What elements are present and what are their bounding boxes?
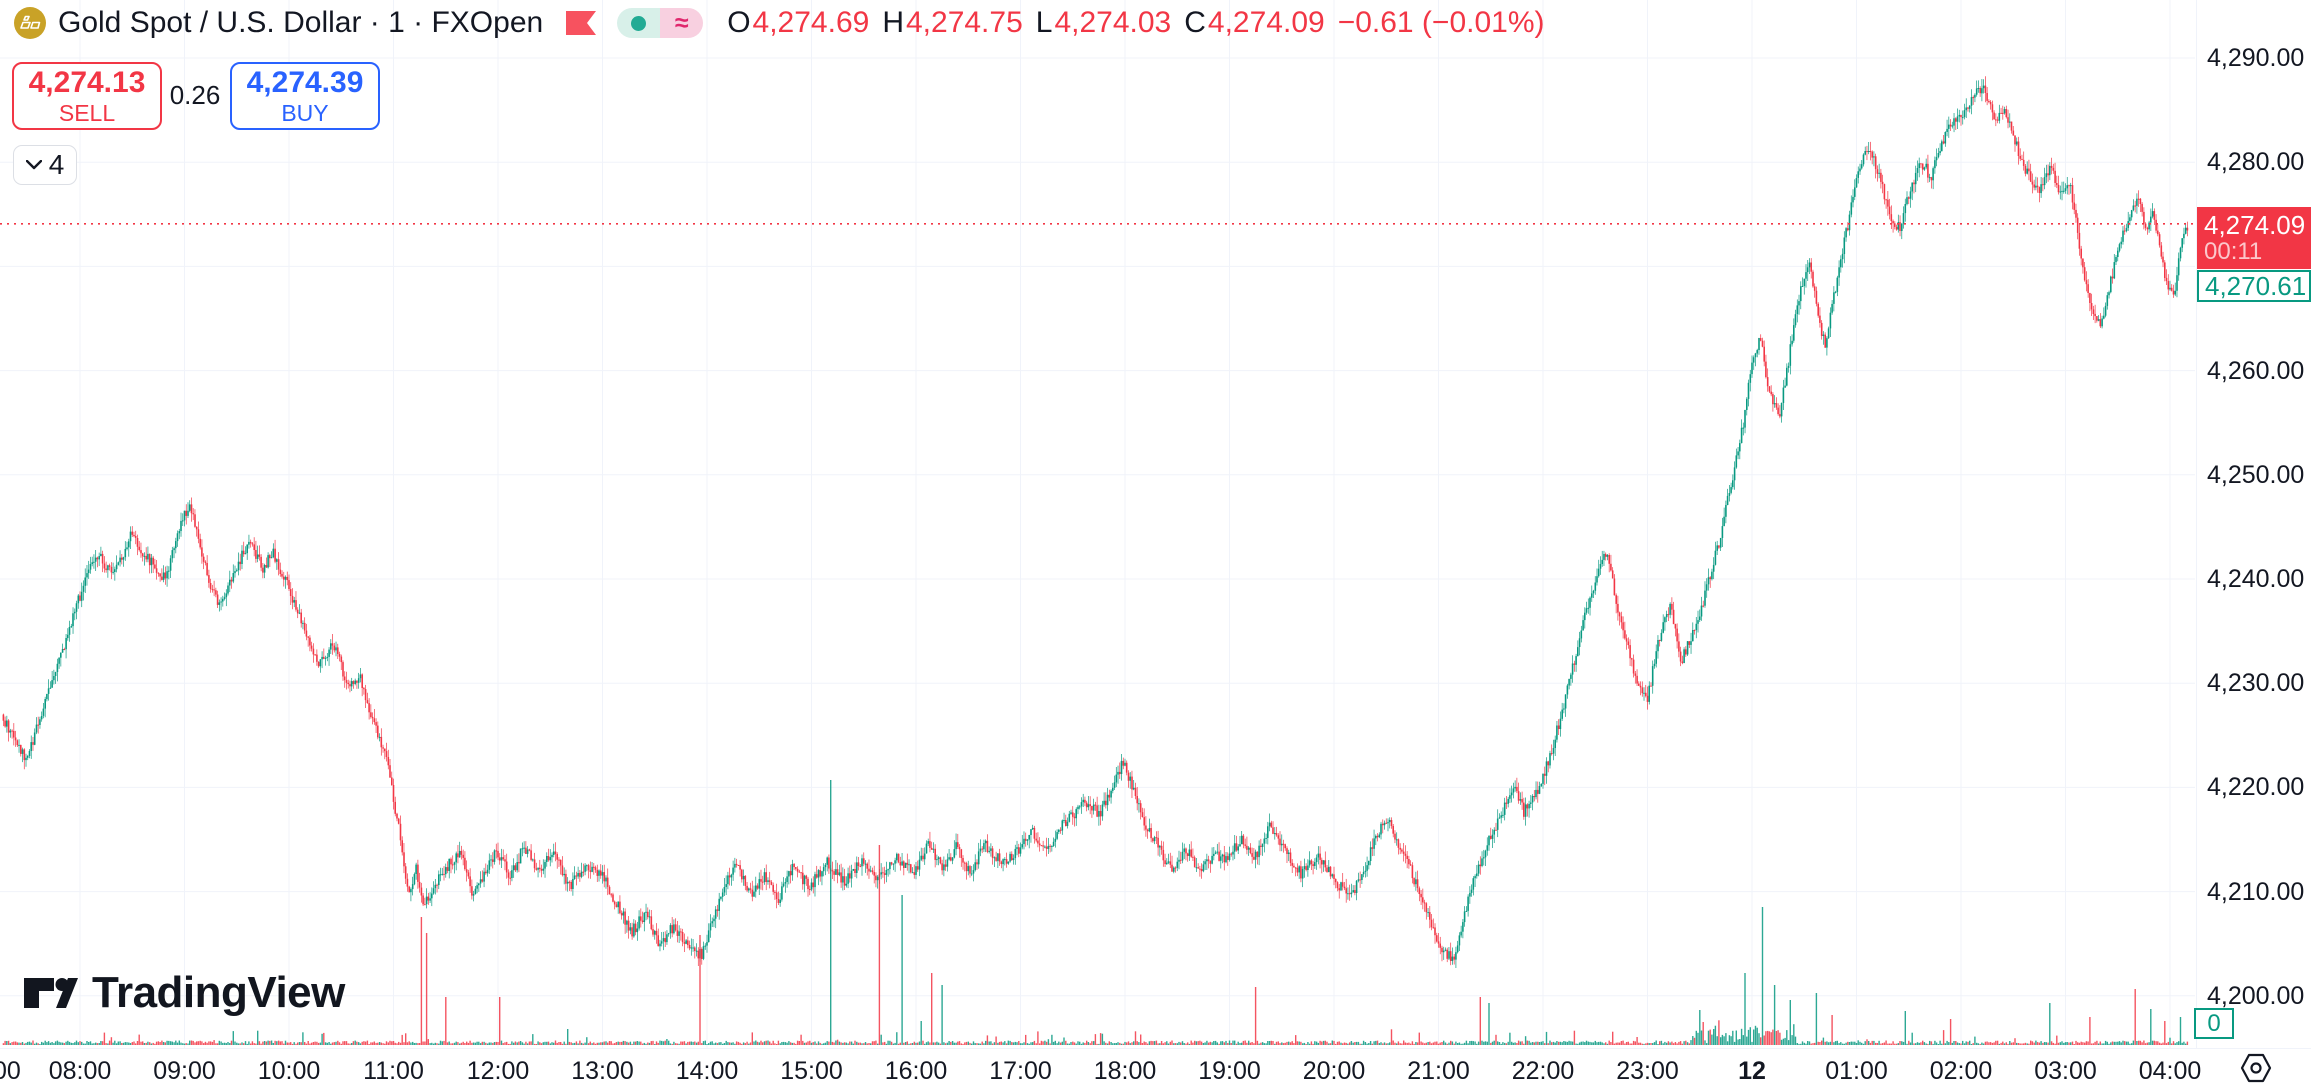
time-axis-label: 15:00	[780, 1057, 843, 1085]
spread-value: 0.26	[169, 80, 221, 110]
time-axis-label: 02:00	[1929, 1057, 1993, 1085]
symbol-title[interactable]: Gold Spot / U.S. Dollar · 1 · FXOpen	[58, 6, 544, 39]
sell-label: SELL	[58, 100, 116, 127]
interval-dropdown[interactable]: 4	[13, 145, 77, 185]
chevron-down-icon	[25, 160, 42, 170]
interval-dropdown-value: 4	[48, 149, 65, 180]
open-label: O	[727, 6, 751, 39]
low-value: 4,274.03	[1054, 6, 1172, 39]
close-value: 4,274.09	[1207, 6, 1325, 39]
price-axis-separator	[2196, 0, 2197, 1048]
time-axis-label: 09:00	[153, 1057, 216, 1085]
buy-label: BUY	[281, 100, 329, 127]
sell-price: 4,274.13	[28, 65, 146, 99]
price-axis-label: 4,220.00	[2207, 773, 2305, 802]
high-label: H	[882, 6, 904, 39]
buy-price: 4,274.39	[246, 65, 364, 99]
price-axis-label: 4,260.00	[2207, 356, 2305, 385]
price-axis-label: 4,240.00	[2207, 565, 2305, 593]
time-axis-label: 10:00	[257, 1057, 321, 1085]
symbol-header: Gold Spot / U.S. Dollar · 1 · FXOpen ≈ O…	[14, 4, 1545, 42]
sell-button[interactable]: 4,274.13 SELL	[12, 62, 162, 130]
time-axis-label: 00	[0, 1057, 21, 1085]
change-value: −0.61 (−0.01%)	[1337, 6, 1545, 39]
price-axis-label: 4,210.00	[2207, 877, 2305, 906]
time-axis-label: 14:00	[675, 1057, 739, 1085]
time-axis-label: 01:00	[1825, 1057, 1888, 1085]
time-axis-label: 16:00	[884, 1057, 948, 1085]
flag-bookmark-icon[interactable]	[565, 11, 597, 35]
time-axis-label: 17:00	[989, 1057, 1052, 1085]
price-axis-label: 4,290.00	[2207, 44, 2305, 72]
time-axis-label: 08:00	[48, 1057, 112, 1085]
tradingview-logo-icon	[24, 978, 78, 1008]
time-axis-label: 12	[1738, 1057, 1766, 1085]
price-axis-label: 4,250.00	[2207, 460, 2305, 489]
time-axis-separator	[0, 1048, 2311, 1049]
time-axis-label: 20:00	[1302, 1057, 1366, 1085]
low-label: L	[1035, 6, 1053, 39]
time-axis-label: 11:00	[363, 1057, 424, 1085]
time-axis-label: 03:00	[2034, 1057, 2097, 1085]
close-label: C	[1184, 6, 1206, 39]
time-axis-label: 22:00	[1511, 1057, 1575, 1085]
last-price-value: 4,274.09	[2204, 209, 2306, 240]
ohlc-values: O 4,274.69 H 4,274.75 L 4,274.03 C 4,274…	[727, 6, 1544, 40]
time-axis-label: 18:00	[1093, 1057, 1157, 1085]
secondary-price-badge: 4,270.61	[2197, 270, 2311, 302]
market-status-pill[interactable]: ≈	[617, 8, 704, 38]
open-value: 4,274.69	[752, 6, 870, 39]
tradingview-logo-text: TradingView	[92, 968, 345, 1017]
tradingview-logo[interactable]: TradingView	[22, 968, 345, 1018]
price-axis-label: 4,230.00	[2207, 669, 2305, 698]
time-axis-label: 13:00	[571, 1057, 634, 1085]
price-axis-label: 4,280.00	[2207, 148, 2305, 177]
approx-price-icon: ≈	[660, 8, 704, 38]
time-axis-label: 21:00	[1407, 1057, 1470, 1085]
timezone-settings-icon[interactable]	[2240, 1053, 2272, 1088]
gold-symbol-logo-icon	[14, 7, 46, 39]
last-price-badge: 4,274.09 00:11	[2197, 207, 2311, 269]
time-axis-label: 23:00	[1616, 1057, 1679, 1085]
time-axis-label: 04:00	[2138, 1057, 2202, 1085]
bar-countdown: 00:11	[2204, 238, 2263, 266]
market-open-dot-icon	[617, 8, 661, 38]
time-axis-label: 12:00	[466, 1057, 530, 1085]
volume-value-badge: 0	[2194, 1008, 2234, 1039]
high-value: 4,274.75	[905, 6, 1023, 39]
price-axis-label: 4,200.00	[2207, 981, 2305, 1010]
time-axis-label: 19:00	[1198, 1057, 1261, 1085]
buy-button[interactable]: 4,274.39 BUY	[230, 62, 380, 130]
